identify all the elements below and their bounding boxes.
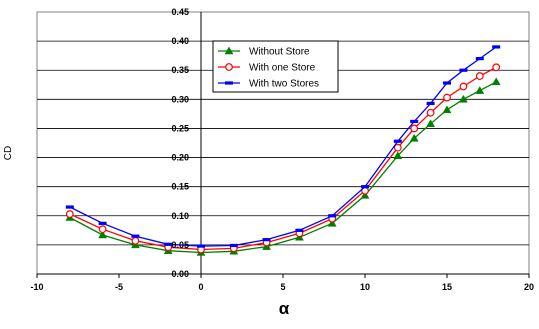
data-point [443, 93, 451, 102]
data-point [328, 214, 337, 218]
legend-item: With two Stores [218, 79, 319, 90]
x-axis-title: α [279, 299, 290, 318]
data-point [410, 124, 419, 133]
data-point [393, 143, 402, 152]
series-with-two-stores [65, 45, 501, 248]
x-tick-label: 5 [280, 282, 285, 292]
data-point [131, 236, 140, 245]
legend-label: With two Stores [249, 79, 319, 90]
data-point [262, 238, 271, 242]
legend-label: With one Store [249, 63, 316, 74]
data-point [492, 45, 501, 49]
y-tick-label: 0.15 [171, 182, 189, 192]
data-point [426, 101, 435, 106]
data-point [443, 81, 451, 85]
data-point [393, 151, 403, 160]
y-tick-label: 0.20 [171, 153, 189, 163]
legend: Without Store With one Store With two Stor… [212, 40, 339, 93]
data-point [393, 139, 402, 143]
legend-item: Without Store [218, 46, 310, 58]
data-point [131, 234, 140, 238]
x-tick-label: -5 [115, 282, 123, 292]
data-point [459, 68, 468, 72]
data-point [65, 210, 74, 218]
data-point [409, 133, 419, 142]
x-tick-label: 10 [360, 282, 370, 292]
data-point [475, 86, 485, 94]
data-point [475, 72, 484, 80]
data-point [458, 94, 468, 103]
data-point [98, 230, 108, 239]
data-point [65, 205, 74, 209]
x-tick-label: -10 [30, 282, 43, 292]
y-tick-label: 0.00 [171, 269, 189, 279]
data-point [295, 228, 304, 232]
data-point [224, 46, 234, 55]
data-point [164, 242, 173, 246]
y-tick-label: 0.30 [171, 94, 189, 104]
data-point [426, 119, 436, 128]
x-tick-label: 0 [198, 282, 203, 292]
data-point [491, 77, 501, 86]
data-point [475, 56, 484, 61]
data-point [426, 108, 435, 117]
legend-item: With one Store [218, 63, 316, 74]
series-without-store [65, 77, 501, 256]
legend-label: Without Store [249, 47, 310, 58]
series-layer [65, 45, 501, 256]
x-tick-label: 20 [524, 282, 534, 292]
data-point [361, 185, 369, 189]
y-tick-label: 0.10 [171, 211, 189, 221]
tick-labels: 0.00 0.05 0.10 0.15 0.20 0.25 0.30 0.35 0.40 0.45… [30, 7, 534, 292]
x-tick-label: 15 [442, 282, 452, 292]
data-point [360, 190, 370, 199]
y-axis-title: CD [3, 146, 14, 160]
series-with-one-store [65, 63, 501, 254]
y-tick-label: 0.35 [171, 65, 189, 75]
data-point [197, 244, 205, 248]
data-point [98, 225, 107, 234]
y-tick-label: 0.40 [171, 36, 189, 46]
y-tick-label: 0.05 [171, 240, 189, 250]
data-point [492, 63, 501, 72]
data-point [459, 82, 468, 91]
data-point [327, 218, 337, 227]
data-point [229, 243, 238, 248]
data-point [98, 221, 107, 225]
y-tick-label: 0.45 [171, 7, 189, 17]
y-tick-label: 0.25 [171, 123, 189, 133]
data-point [225, 81, 233, 85]
data-point [442, 105, 452, 114]
data-point [410, 119, 419, 124]
data-point [225, 63, 233, 71]
